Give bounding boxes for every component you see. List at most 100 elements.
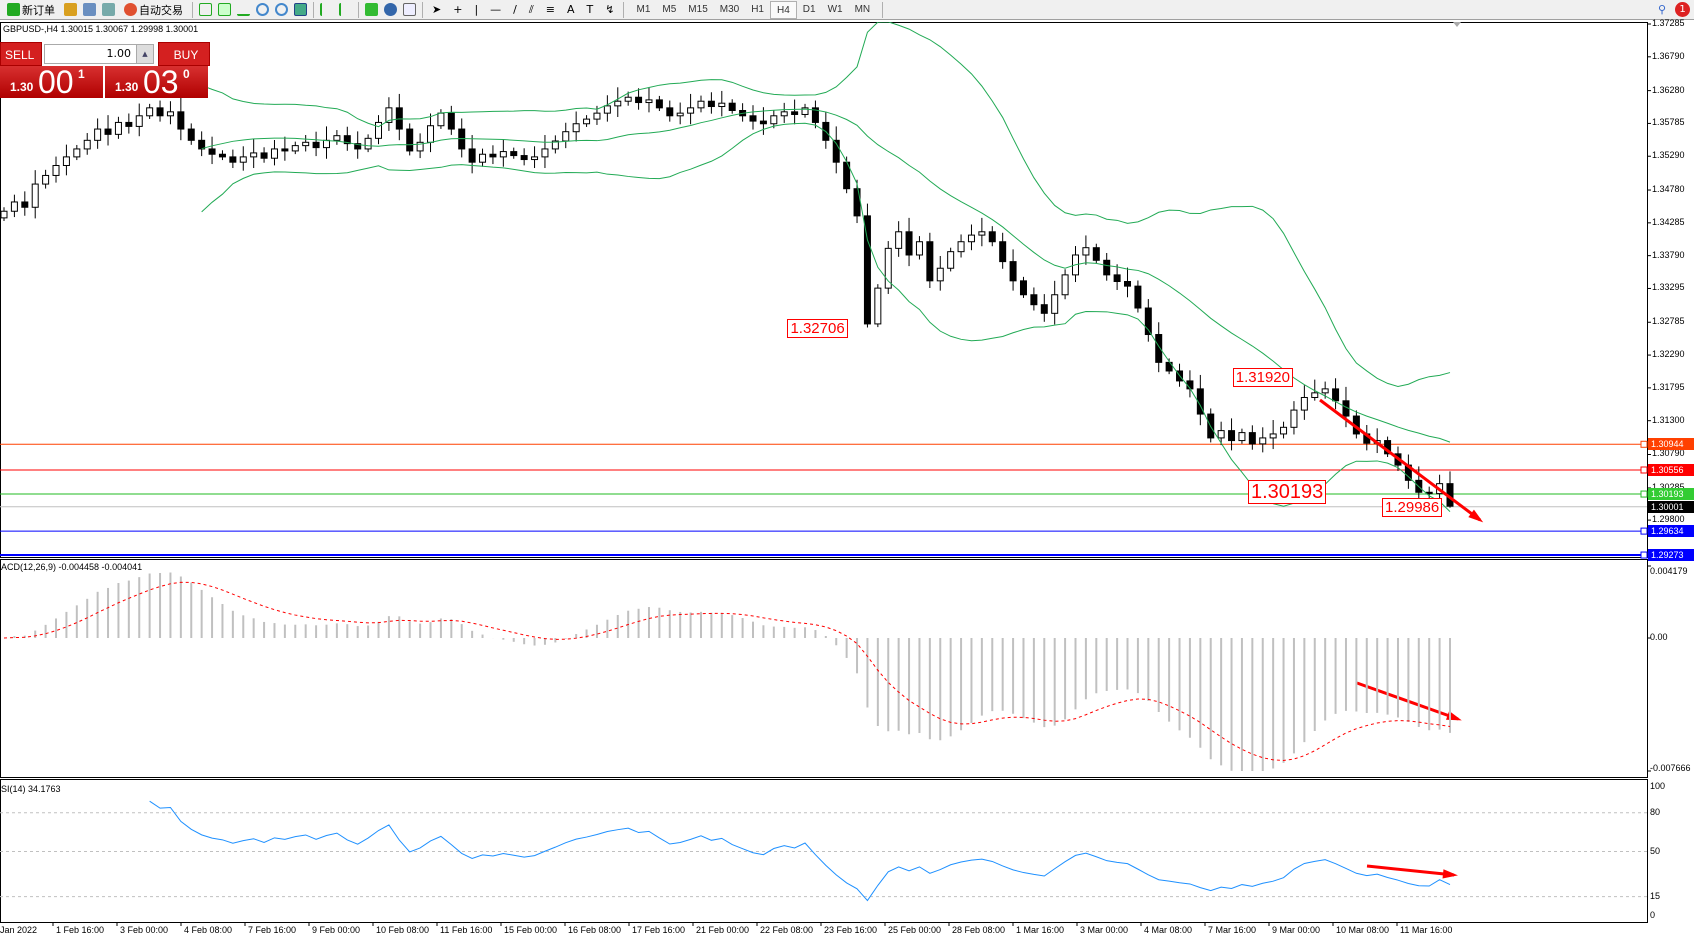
rsi-label: SI(14) 34.1763 [1,784,61,794]
macd-axis-label: 0.00 [1650,632,1668,642]
text-icon[interactable]: A [567,3,575,16]
rsi-axis-label: 80 [1650,806,1661,817]
zoom-in-icon[interactable] [256,3,269,16]
lot-increase-button[interactable]: ▲ [136,44,154,64]
candle [915,241,923,256]
time-axis-label: 10 Feb 08:00 [376,925,430,935]
equidistant-channel-icon[interactable]: ⫽ [528,2,534,16]
candle [728,102,736,111]
auto-scroll-icon[interactable] [320,3,333,16]
zoom-out-icon[interactable] [275,3,288,16]
timeframe-h4[interactable]: H4 [770,0,797,19]
candle [364,137,372,150]
time-axis-label: 4 Feb 08:00 [184,925,233,935]
rsi-axis-label: 50 [1650,845,1661,856]
timeframe-m1[interactable]: M1 [636,3,651,15]
buy-button[interactable]: BUY [158,42,210,66]
notification-badge[interactable]: 1 [1675,2,1690,17]
candle [479,153,487,163]
crosshair-icon[interactable]: + [453,3,463,16]
rsi-line [149,800,1451,902]
new-order-button[interactable]: 新订单 [4,1,58,19]
metaeditor-icon[interactable] [64,3,77,16]
candle [333,135,341,141]
candle [1092,247,1100,261]
candle [1009,261,1017,282]
timeframe-m5[interactable]: M5 [662,3,677,15]
candle [697,100,705,109]
periods-icon[interactable] [384,3,397,16]
rsi-axis-label: 0 [1650,910,1656,920]
time-axis-label: 25 Feb 00:00 [888,925,942,935]
candle [593,112,601,120]
candle [978,231,986,236]
candle [1030,294,1038,306]
time-axis-label: 3 Feb 00:00 [120,925,169,935]
candle [1311,392,1319,398]
chart-shift-icon[interactable] [339,3,352,16]
time-axis-label: 15 Feb 00:00 [504,925,558,935]
price-axis-label: 1.30285 [1652,481,1685,492]
indicators-icon[interactable] [365,3,378,16]
candle [510,151,518,157]
candle [749,115,757,122]
candle [1134,285,1142,309]
timeframe-w1[interactable]: W1 [827,3,843,15]
auto-trading-button[interactable]: 自动交易 [121,1,186,19]
bollinger-middle [201,108,1451,443]
tile-windows-icon[interactable] [294,3,307,16]
candle [801,107,809,115]
trendline-icon[interactable]: / [513,3,517,16]
horizontal-line-icon[interactable]: — [490,3,502,16]
arrows-icon[interactable]: ↯ [605,3,615,16]
time-axis-label: 22 Feb 08:00 [760,925,814,935]
timeframe-m15[interactable]: M15 [688,3,708,15]
signals-icon[interactable] [102,3,115,16]
lot-size-input[interactable]: 1.00 [44,44,154,64]
candle [520,155,528,161]
main-chart-frame [0,22,1648,558]
candle [874,287,882,325]
timeframe-d1[interactable]: D1 [802,3,816,15]
toolbar: 新订单 自动交易 ➤ + | — / ⫽ ≡ A T ↯ M1 M5 M15 M30 H… [0,0,1694,20]
chart-canvas[interactable] [0,22,1694,938]
divider [882,1,884,18]
chart-header: GBPUSD-,H4 1.30015 1.30067 1.29998 1.300… [3,24,199,34]
candle [1217,430,1225,439]
search-icon[interactable]: ⚲ [1657,3,1666,16]
cursor-icon[interactable]: ➤ [432,3,442,16]
sell-button[interactable]: SELL [0,42,42,66]
candle [42,174,50,185]
candle [177,111,185,130]
divider [358,1,359,18]
templates-icon[interactable] [403,3,416,16]
time-axis-label: 28 Feb 08:00 [952,925,1006,935]
candle [791,111,799,115]
bid-price[interactable]: 1.30 00 1 [0,64,103,100]
candle [770,115,778,125]
macd-label: ACD(12,26,9) -0.004458 -0.004041 [1,562,143,572]
candle [21,201,29,208]
timeframe-h1[interactable]: H1 [751,3,764,15]
price-axis-label: 1.30790 [1652,448,1685,459]
macd-axis-label: -0.007666 [1650,763,1691,773]
terminal-icon[interactable] [83,3,96,16]
fibonacci-icon[interactable]: ≡ [545,3,555,16]
vertical-line-icon[interactable]: | [474,3,479,16]
timeframe-mn[interactable]: MN [854,3,871,15]
candle [94,128,102,141]
rsi-trend-arrow-head [1442,869,1458,879]
text-label-icon[interactable]: T [586,3,594,16]
candle [427,125,435,143]
bar-chart-icon[interactable] [199,3,212,16]
ask-price[interactable]: 1.30 03 0 [105,64,208,100]
candlestick-icon[interactable] [218,3,231,16]
timeframe-m30[interactable]: M30 [719,3,740,15]
line-chart-icon[interactable] [237,3,250,16]
price-line-label: 1.29273 [1648,549,1694,562]
candle [718,102,726,108]
candle [1228,430,1236,442]
candle [895,231,903,249]
candle [208,148,216,155]
candle [1113,274,1121,282]
